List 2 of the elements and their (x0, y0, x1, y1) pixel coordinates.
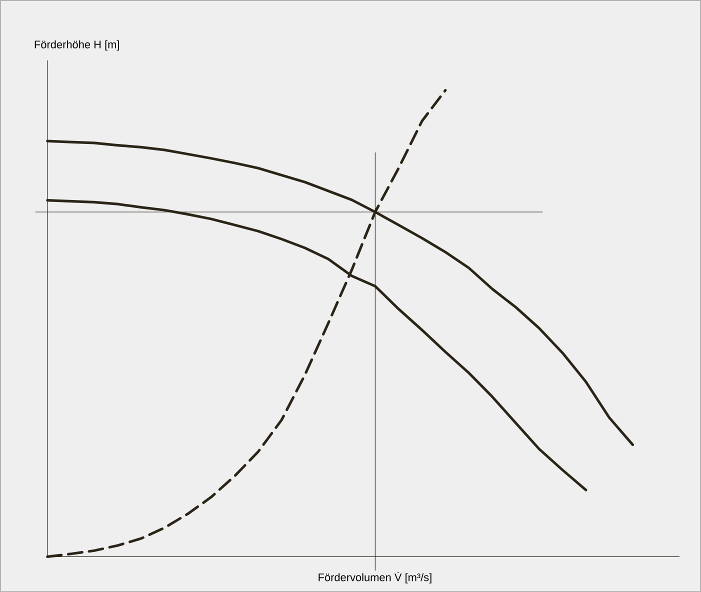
x-axis-title: Fördervolumen V̇ [m³/s] (318, 572, 432, 584)
y-axis-title: Förderhöhe H [m] (34, 40, 119, 50)
